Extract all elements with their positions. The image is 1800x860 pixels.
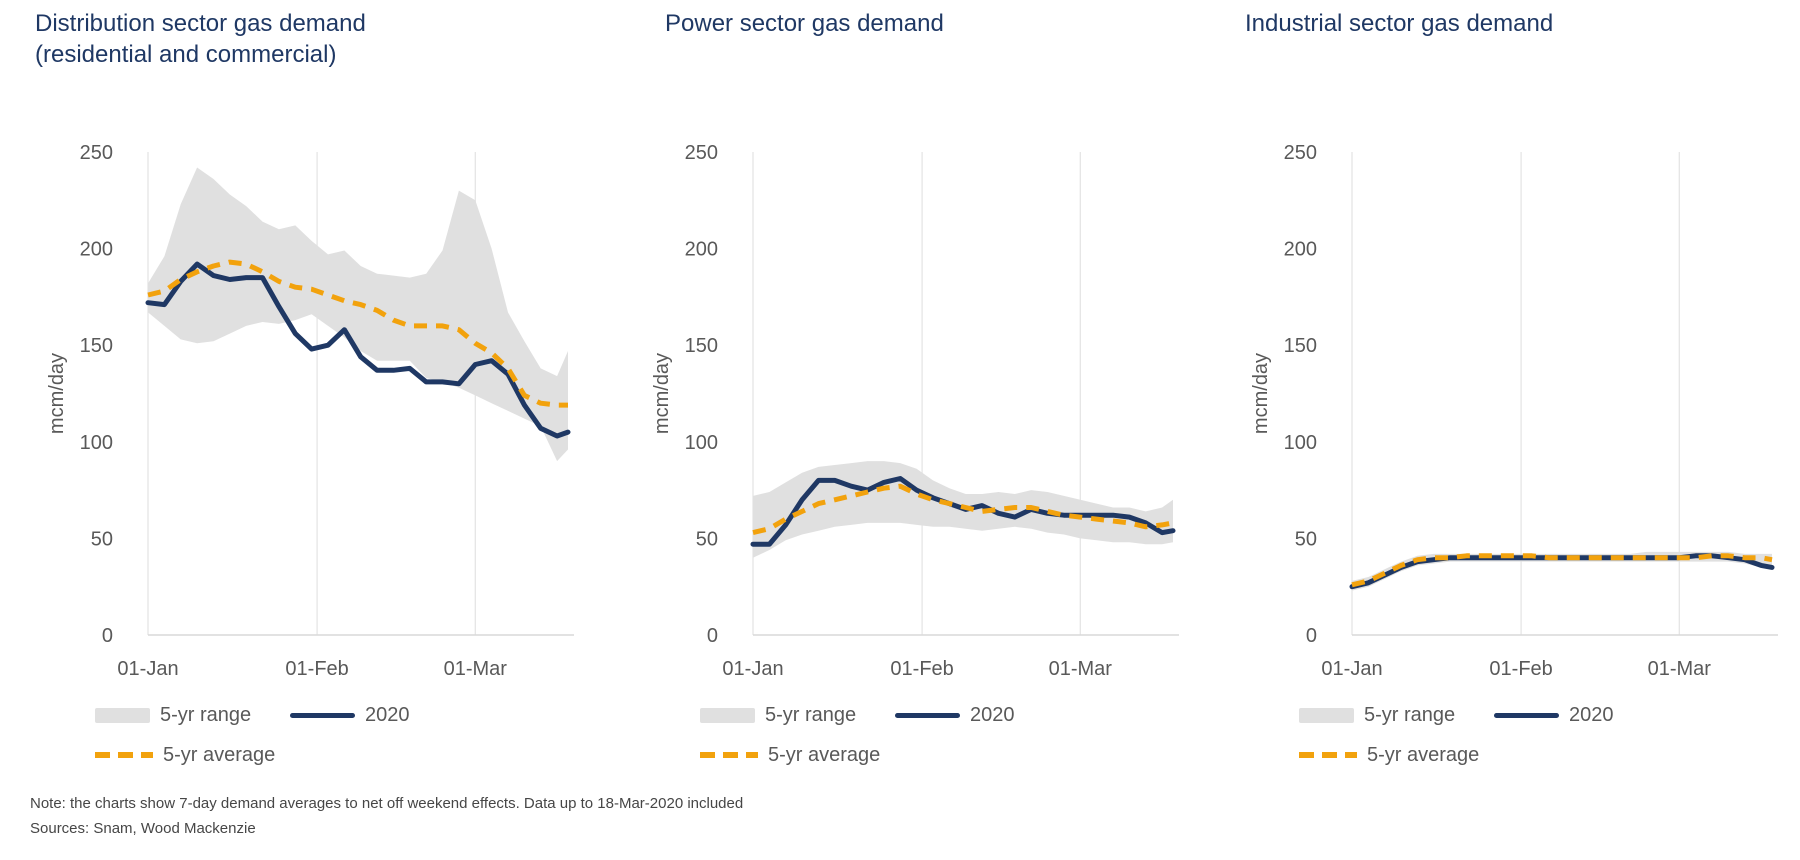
y-tick-label: 50 <box>1295 528 1317 550</box>
legend-row-2: 5-yr average <box>1299 741 1729 769</box>
y-tick-label: 100 <box>80 432 113 454</box>
chart-title-industrial: Industrial sector gas demand <box>1245 8 1785 39</box>
line-2020-swatch <box>290 712 355 718</box>
y-tick-label: 200 <box>685 239 718 261</box>
range-swatch <box>95 707 150 723</box>
range-label: 5-yr range <box>160 703 252 726</box>
x-tick-label: 01-Mar <box>1049 658 1113 680</box>
range-band <box>1352 551 1772 591</box>
legend-row-2: 5-yr average <box>95 741 525 769</box>
range-swatch <box>1299 707 1354 723</box>
footnote: Note: the charts show 7-day demand avera… <box>30 791 743 841</box>
legend-row-1: 5-yr range 2020 <box>1299 701 1729 729</box>
y-tick-label: 250 <box>685 142 718 164</box>
title-line-1: Distribution sector gas demand <box>35 10 366 37</box>
line-5yr-average <box>147 259 568 408</box>
title-line-1: Power sector gas demand <box>665 10 944 37</box>
range-label: 5-yr range <box>1364 703 1456 726</box>
x-tick-label: 01-Feb <box>1489 658 1552 680</box>
legend-row-2: 5-yr average <box>700 741 1130 769</box>
y-tick-label: 150 <box>1284 335 1317 357</box>
chart-svg-industrial: 0 50 100 150 200 250 01-Jan 01-Feb 01-Mar mcm/day <box>1250 142 1778 680</box>
average-swatch <box>1299 752 1357 758</box>
line-2020 <box>145 261 571 439</box>
chart-title-power: Power sector gas demand <box>665 8 1185 39</box>
legend-row-1: 5-yr range 2020 <box>700 701 1130 729</box>
legend-row-1: 5-yr range 2020 <box>95 701 525 729</box>
y-tick-label: 250 <box>1284 142 1317 164</box>
y-axis-unit-label: mcm/day <box>46 353 68 434</box>
label-2020: 2020 <box>1569 703 1614 726</box>
y-tick-label: 0 <box>102 625 113 647</box>
y-tick-label: 200 <box>1284 239 1317 261</box>
x-tick-label: 01-Feb <box>890 658 953 680</box>
y-tick-label: 50 <box>91 528 113 550</box>
title-line-2: (residential and commercial) <box>35 41 337 68</box>
line-5yr-average <box>752 483 1174 536</box>
average-label: 5-yr average <box>163 743 276 766</box>
x-tick-label: 01-Mar <box>1648 658 1712 680</box>
title-line-1: Industrial sector gas demand <box>1245 10 1554 37</box>
legend-distribution: 5-yr range 2020 5-yr average <box>95 701 525 781</box>
range-label: 5-yr range <box>765 703 857 726</box>
y-tick-label: 200 <box>80 239 113 261</box>
y-tick-label: 100 <box>1284 432 1317 454</box>
average-label: 5-yr average <box>768 743 881 766</box>
chart-svg-distribution: 0 50 100 150 200 250 01-Jan 01-Feb 01-Mar mcm/day <box>46 142 574 680</box>
y-axis-unit-label: mcm/day <box>1250 353 1272 434</box>
y-tick-label: 100 <box>685 432 718 454</box>
note-line: Note: the charts show 7-day demand avera… <box>30 795 744 812</box>
y-tick-label: 50 <box>696 528 718 550</box>
x-tick-label: 01-Mar <box>444 658 508 680</box>
line-2020-swatch <box>895 712 960 718</box>
label-2020: 2020 <box>365 703 410 726</box>
label-2020: 2020 <box>970 703 1015 726</box>
x-tick-label: 01-Jan <box>117 658 178 680</box>
chart-svg-power: 0 50 100 150 200 250 01-Jan 01-Feb 01-Mar mcm/day <box>651 142 1179 680</box>
y-tick-label: 0 <box>707 625 718 647</box>
y-tick-label: 150 <box>685 335 718 357</box>
average-label: 5-yr average <box>1367 743 1480 766</box>
legend-power: 5-yr range 2020 5-yr average <box>700 701 1130 781</box>
y-tick-label: 0 <box>1306 625 1317 647</box>
chart-title-distribution: Distribution sector gas demand (resident… <box>35 8 555 70</box>
average-swatch <box>95 752 153 758</box>
line-2020-swatch <box>1494 712 1559 718</box>
x-tick-label: 01-Feb <box>285 658 348 680</box>
y-tick-label: 150 <box>80 335 113 357</box>
line-5yr-average <box>1351 553 1773 588</box>
y-axis-unit-label: mcm/day <box>651 353 673 434</box>
y-tick-label: 250 <box>80 142 113 164</box>
average-swatch <box>700 752 758 758</box>
range-swatch <box>700 707 755 723</box>
range-band <box>148 167 568 462</box>
x-tick-label: 01-Jan <box>722 658 783 680</box>
x-tick-label: 01-Jan <box>1321 658 1382 680</box>
legend-industrial: 5-yr range 2020 5-yr average <box>1299 701 1729 781</box>
sources-line: Sources: Snam, Wood Mackenzie <box>30 820 256 837</box>
